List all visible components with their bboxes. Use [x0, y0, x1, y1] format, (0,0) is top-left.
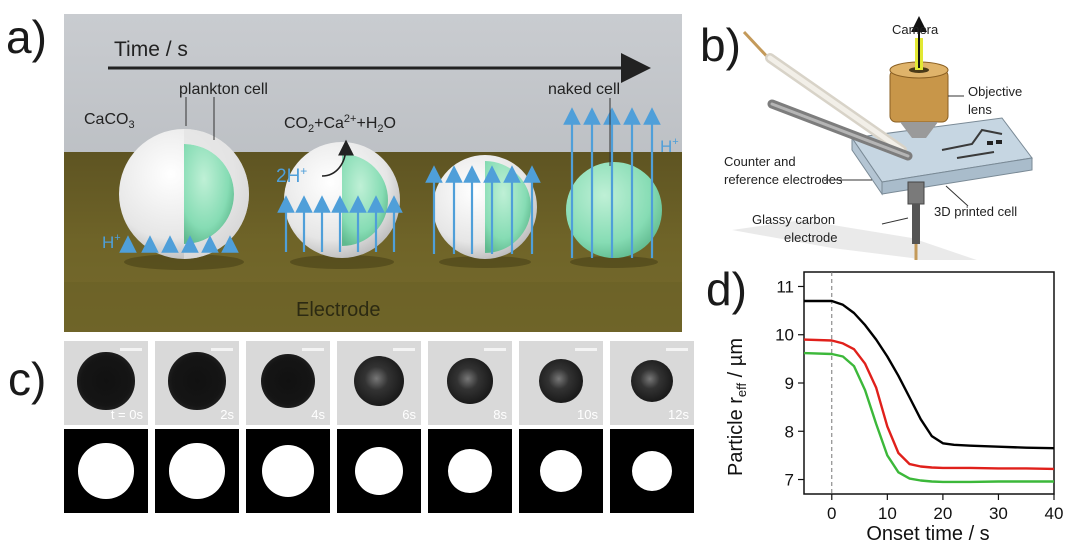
x-tick-label: 40 [1045, 504, 1064, 523]
scale-bar [484, 348, 506, 351]
mask-blob [169, 443, 225, 499]
frame-6: 12s [610, 341, 694, 541]
cell-image [77, 352, 135, 410]
panel-a-scene: Time / s CaCO3 plankton cell CO2+Ca2++H2… [64, 14, 682, 332]
glassy-label-2: electrode [784, 230, 837, 245]
cell-image [631, 360, 673, 402]
frame-4: 8s [428, 341, 512, 541]
y-tick-label: 7 [785, 471, 794, 490]
objective-label-1: Objective [968, 84, 1022, 99]
proton-arrows [119, 107, 661, 258]
time-stamp-label: 4s [311, 407, 325, 422]
binary-mask [337, 429, 421, 513]
cell-image [261, 354, 315, 408]
sphere-calcified [119, 129, 249, 270]
scale-bar [302, 348, 324, 351]
cell-image [447, 358, 493, 404]
scene-svg: Time / s CaCO3 plankton cell CO2+Ca2++H2… [64, 14, 682, 332]
micrograph: 2s [155, 341, 239, 425]
mask-blob [448, 449, 492, 493]
mask-blob [261, 444, 315, 498]
h-plus-left-label: H+ [102, 232, 121, 252]
y-tick-label: 9 [785, 374, 794, 393]
binary-mask [246, 429, 330, 513]
x-tick-label: 30 [989, 504, 1008, 523]
panel-b-letter: b) [700, 19, 741, 71]
reaction-label: CO2+Ca2++H2O [284, 113, 396, 135]
binary-mask [610, 429, 694, 513]
micrograph: t = 0s [64, 341, 148, 425]
panel-b-setup: Camera Objective lens Counter and refere… [712, 10, 1064, 272]
scale-bar [393, 348, 415, 351]
micrograph: 12s [610, 341, 694, 425]
time-stamp-label: 8s [493, 407, 507, 422]
scale-bar [666, 348, 688, 351]
panel-c-letter: c) [8, 353, 47, 405]
frame-2: 4s [246, 341, 330, 541]
binary-mask [428, 429, 512, 513]
binary-mask [519, 429, 603, 513]
x-axis-label: Onset time / s [866, 523, 989, 545]
counter-label-2: reference electrodes [724, 172, 843, 187]
micrograph: 4s [246, 341, 330, 425]
scale-bar [575, 348, 597, 351]
micrograph: 8s [428, 341, 512, 425]
naked-cell-label: naked cell [548, 81, 620, 98]
panel-a-letter: a) [6, 11, 47, 63]
printed-cell-label: 3D printed cell [934, 204, 1017, 219]
y-tick-label: 8 [785, 422, 794, 441]
scale-bar [211, 348, 233, 351]
time-label: Time / s [114, 38, 188, 61]
y-axis-label: Particle reff / µm [725, 338, 749, 476]
plankton-label: plankton cell [179, 81, 268, 98]
panel-d-plot: 0 10 20 30 40 7 8 9 10 11 Onset time / s Particle… [712, 262, 1064, 546]
cell-image [353, 355, 405, 407]
scale-bar [120, 348, 142, 351]
caco3-label: CaCO3 [84, 111, 135, 131]
micrograph: 10s [519, 341, 603, 425]
y-tick-label: 11 [776, 277, 794, 296]
counter-label-1: Counter and [724, 154, 796, 169]
plot-svg: 0 10 20 30 40 7 8 9 10 11 Onset time / s Particle… [725, 271, 1064, 545]
time-stamp-label: 12s [668, 407, 689, 422]
glassy-label-1: Glassy carbon [752, 212, 835, 227]
series-line-2 [803, 351, 1054, 484]
series-line-1 [803, 338, 1055, 471]
time-stamp-label: 2s [220, 407, 234, 422]
panel-d-letter: d) [706, 263, 747, 315]
cell-image [539, 359, 583, 403]
frame-5: 10s [519, 341, 603, 541]
binary-mask [64, 429, 148, 513]
time-stamp-label: t = 0s [110, 407, 143, 422]
camera-label: Camera [892, 22, 939, 37]
frame-3: 6s [337, 341, 421, 541]
time-stamp-label: 6s [402, 407, 416, 422]
objective-label-2: lens [968, 102, 992, 117]
reaction-curved-arrow [321, 139, 354, 177]
two-h-label: 2H+ [276, 164, 307, 187]
h-plus-right-label: H+ [660, 136, 679, 156]
x-tick-label: 0 [827, 504, 836, 523]
frame-0: t = 0s [64, 341, 148, 541]
mask-blob [78, 443, 134, 499]
micrograph: 6s [337, 341, 421, 425]
x-tick-label: 10 [878, 504, 897, 523]
series-line-0 [804, 299, 1055, 450]
electrode-label: Electrode [296, 299, 381, 321]
mask-blob [354, 446, 404, 496]
x-tick-label: 20 [933, 504, 952, 523]
cell-image [168, 352, 226, 410]
sphere-naked-cell [566, 162, 662, 268]
mask-blob [631, 450, 673, 492]
y-tick-label: 10 [775, 326, 794, 345]
mask-blob [540, 450, 582, 492]
panel-c-frames: t = 0s 2s 4s 6s 8s 10s 12s [64, 341, 696, 541]
electrode-front [64, 282, 682, 332]
frame-1: 2s [155, 341, 239, 541]
setup-svg: Camera Objective lens Counter and refere… [724, 16, 1033, 272]
binary-mask [155, 429, 239, 513]
time-stamp-label: 10s [577, 407, 598, 422]
